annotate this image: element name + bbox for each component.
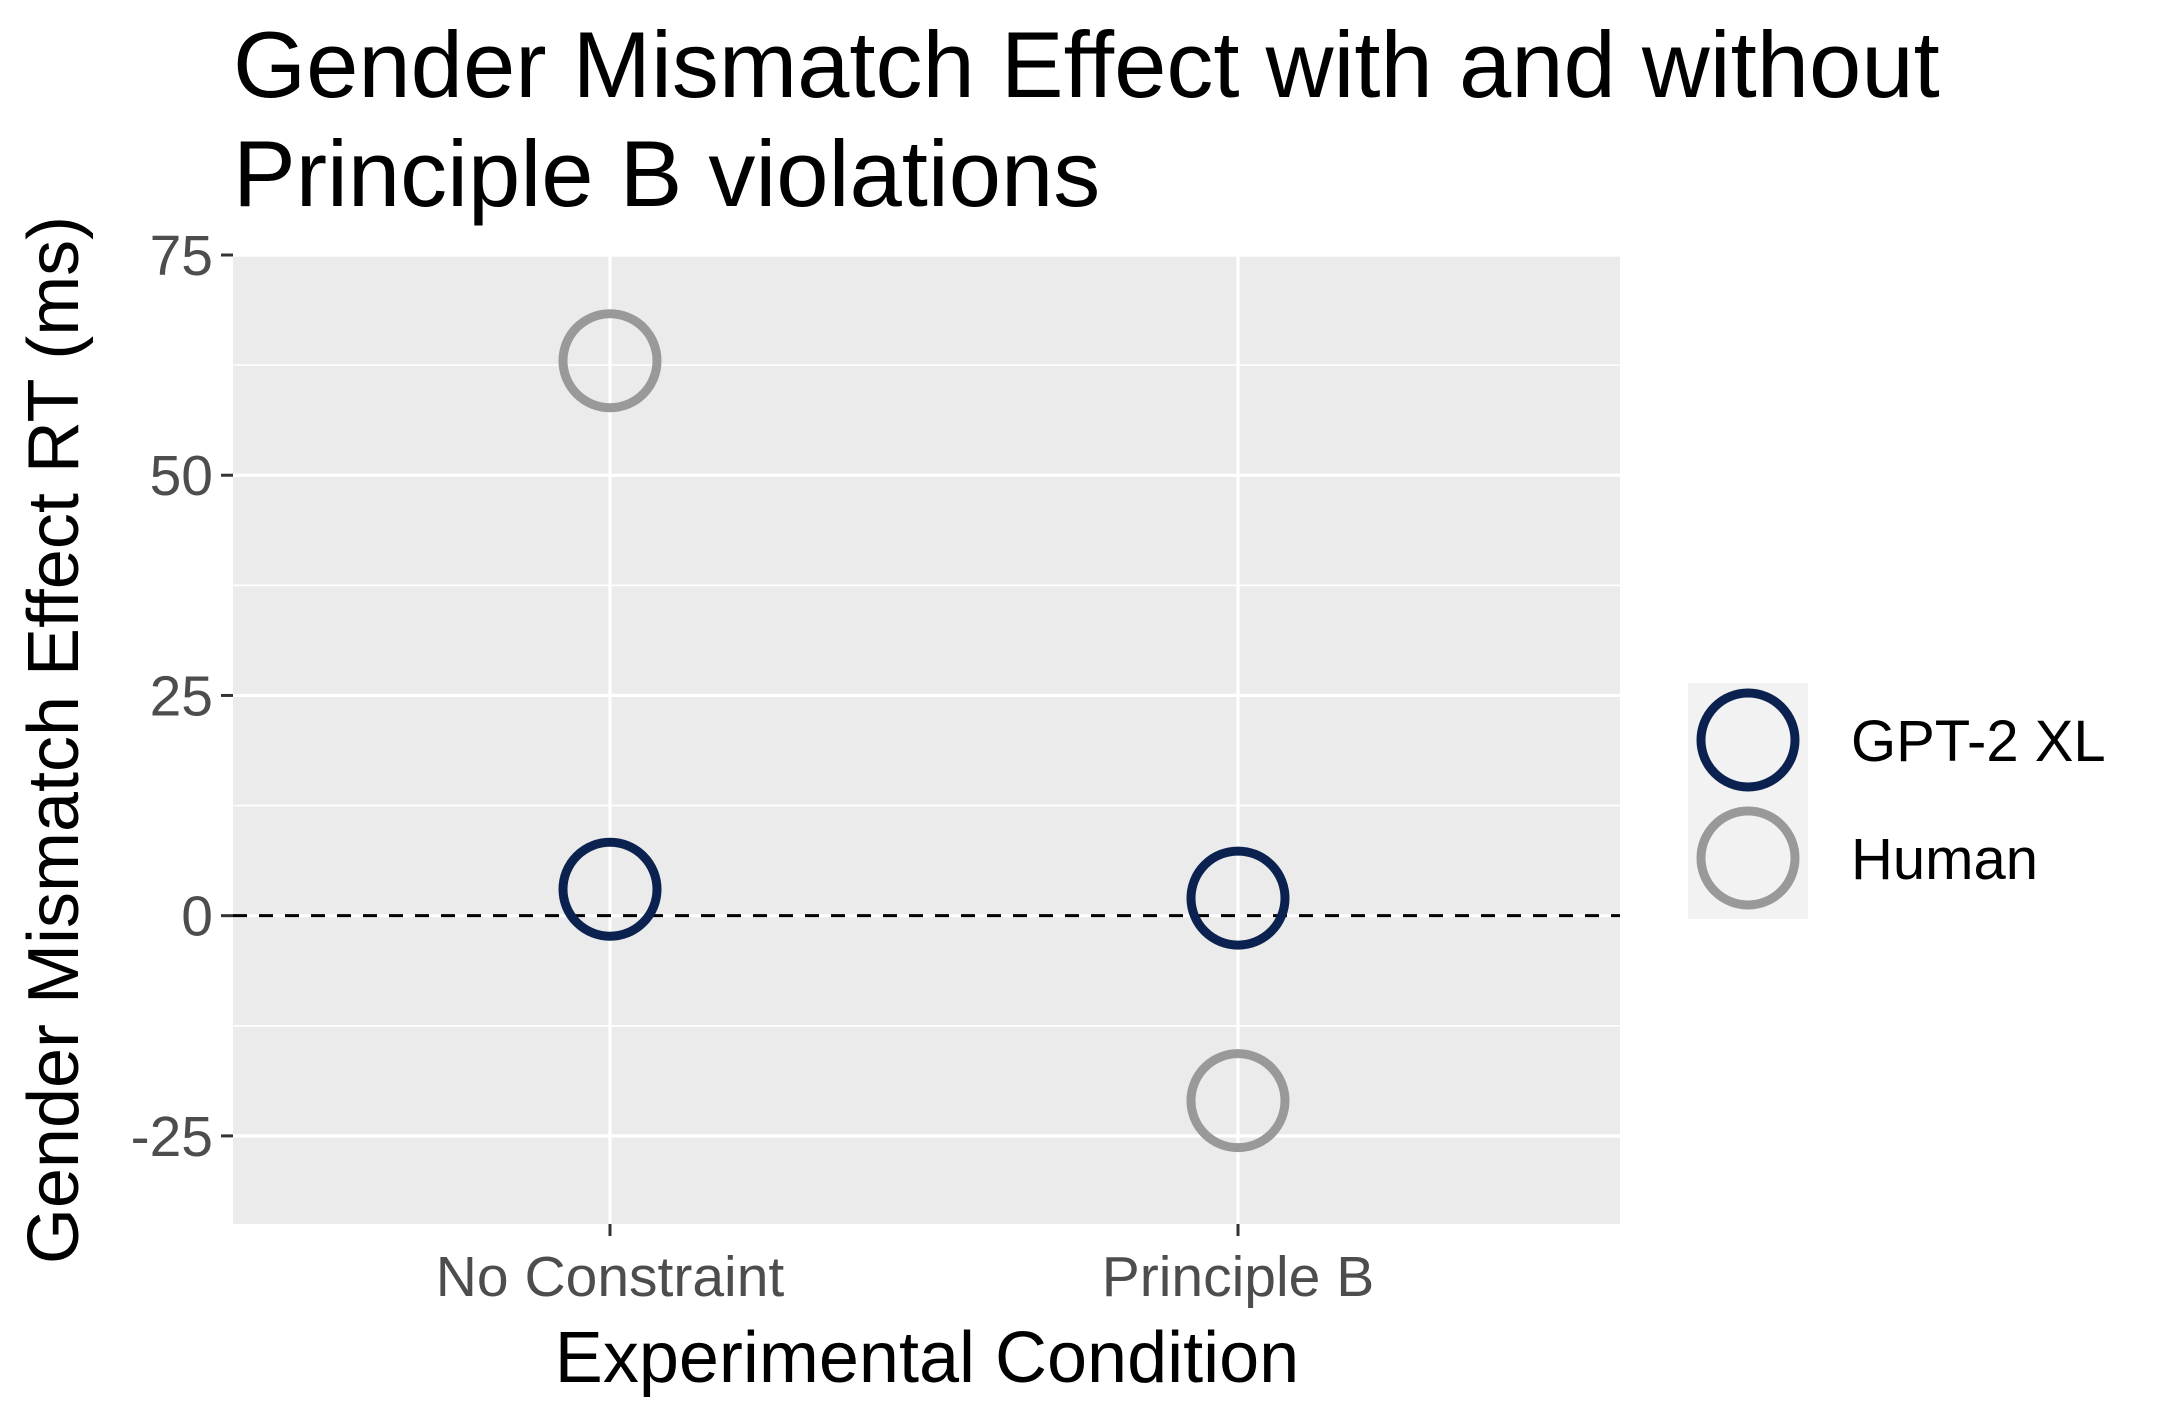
data-points (558, 309, 1290, 1153)
legend: GPT-2 XL Human (1688, 683, 2106, 919)
y-axis-ticks: 75 50 25 0 -25 (131, 224, 233, 1169)
y-tick-label: 25 (150, 664, 213, 728)
x-tick-label: No Constraint (436, 1245, 785, 1309)
legend-key-human (1696, 806, 1800, 910)
point-gpt-2-xl (1186, 846, 1290, 950)
y-axis-title: Gender Mismatch Effect RT (ms) (14, 216, 94, 1264)
y-tick-label: 75 (150, 224, 213, 288)
y-tick-label: 50 (150, 444, 213, 508)
chart-title-line-2: Principle B violations (233, 121, 1100, 226)
x-axis-title: Experimental Condition (555, 1318, 1299, 1398)
point-gpt-2-xl (558, 837, 662, 941)
legend-key-gpt-2-xl (1696, 688, 1800, 792)
legend-label-human: Human (1851, 827, 2038, 892)
point-human (558, 309, 662, 413)
y-tick-label: 0 (181, 885, 213, 949)
legend-label-gpt-2-xl: GPT-2 XL (1851, 709, 2106, 774)
x-tick-label: Principle B (1102, 1245, 1374, 1309)
x-axis-ticks: No Constraint Principle B (436, 1224, 1374, 1309)
chart-title: Gender Mismatch Effect with and without … (233, 12, 1940, 226)
major-gridlines (233, 253, 1620, 1224)
chart-title-line-1: Gender Mismatch Effect with and without (233, 12, 1940, 117)
plot-panel (233, 255, 1620, 1224)
y-tick-label: -25 (131, 1105, 213, 1169)
minor-gridlines (233, 364, 1620, 1027)
point-human (1186, 1049, 1290, 1153)
